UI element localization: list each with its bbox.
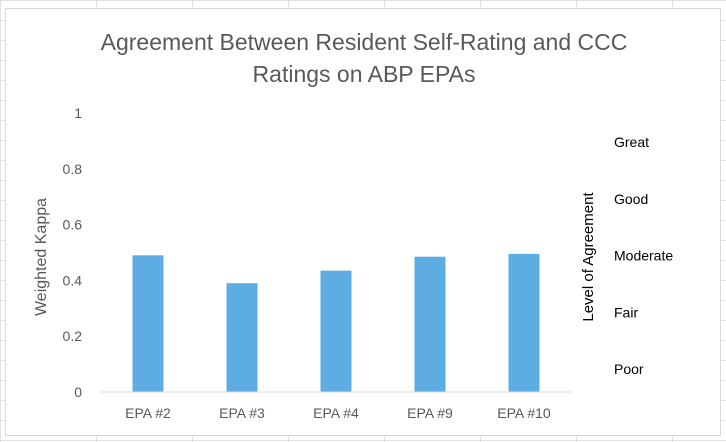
y-tick-label: 0.6	[63, 217, 83, 233]
agreement-level-label: Good	[614, 191, 648, 207]
y-tick-label: 0.4	[63, 272, 83, 288]
y-tick-label: 0	[74, 384, 82, 400]
agreement-level-label: Fair	[614, 304, 638, 320]
chart-title-line-2: Ratings on ABP EPAs	[253, 61, 476, 87]
agreement-level-labels: Poor Fair Moderate Good Great	[614, 134, 673, 377]
x-tick-label: EPA #4	[313, 405, 359, 421]
x-axis-ticks: EPA #2 EPA #3 EPA #4 EPA #9 EPA #10	[125, 405, 551, 421]
agreement-level-label: Great	[614, 134, 649, 150]
y-axis-title: Weighted Kappa	[33, 198, 50, 316]
chart-title-line-1: Agreement Between Resident Self-Rating a…	[101, 29, 628, 55]
bar-chart: Agreement Between Resident Self-Rating a…	[33, 29, 673, 421]
bars	[132, 253, 540, 392]
y-axis-ticks: 0 0.2 0.4 0.6 0.8 1	[63, 105, 83, 400]
x-tick-label: EPA #3	[219, 405, 265, 421]
x-tick-label: EPA #10	[497, 405, 551, 421]
agreement-level-label: Poor	[614, 361, 644, 377]
y-tick-label: 0.8	[63, 161, 83, 177]
y-tick-label: 0.2	[63, 328, 83, 344]
secondary-axis-title: Level of Agreement	[580, 192, 597, 322]
x-tick-label: EPA #9	[407, 405, 453, 421]
bar-4	[414, 256, 446, 392]
bar-1	[132, 255, 164, 392]
bar-3	[320, 270, 352, 392]
agreement-level-label: Moderate	[614, 248, 673, 264]
y-tick-label: 1	[74, 105, 82, 121]
chart-area[interactable]: Agreement Between Resident Self-Rating a…	[5, 8, 721, 436]
bar-2	[226, 283, 258, 392]
bar-5	[508, 253, 540, 392]
x-tick-label: EPA #2	[125, 405, 171, 421]
